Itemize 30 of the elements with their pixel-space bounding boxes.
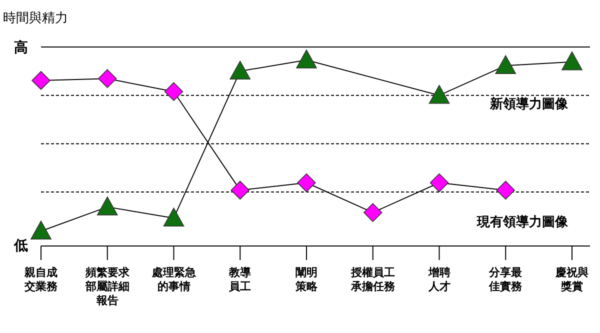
x-tick-label: 分享最佳實務 <box>488 266 524 293</box>
text: 現有領導力圖像 <box>476 214 569 230</box>
point <box>230 60 251 80</box>
x-tick-label: 授權員工承擔任務 <box>350 266 396 293</box>
point <box>98 69 117 88</box>
point <box>296 50 317 68</box>
x-tick-label: 教導員工 <box>228 266 252 293</box>
text: 高 <box>14 38 28 56</box>
x-tick-label: 頻繁要求部屬詳細報告 <box>84 266 130 307</box>
text: 低 <box>13 238 28 254</box>
y-axis-title: 時間與精力 <box>3 11 68 26</box>
point <box>495 55 516 74</box>
x-tick-label: 處理緊急的事情 <box>150 266 197 293</box>
point <box>96 196 118 216</box>
x-tick-label: 闡明策略 <box>294 266 318 293</box>
point <box>30 220 52 240</box>
point <box>32 71 50 90</box>
point <box>430 173 449 192</box>
series-label: 新領導力圖像 <box>489 96 569 112</box>
point <box>496 180 516 200</box>
point <box>163 208 184 226</box>
x-tick-label: 親自成交業務 <box>24 266 58 293</box>
point <box>230 180 250 200</box>
x-tick-label: 增聘人才 <box>427 266 450 293</box>
point <box>562 51 582 70</box>
point <box>164 82 184 102</box>
x-tick-label: 慶祝與獎賞 <box>554 266 588 293</box>
point <box>297 173 316 192</box>
point <box>363 203 382 222</box>
point <box>428 84 450 104</box>
